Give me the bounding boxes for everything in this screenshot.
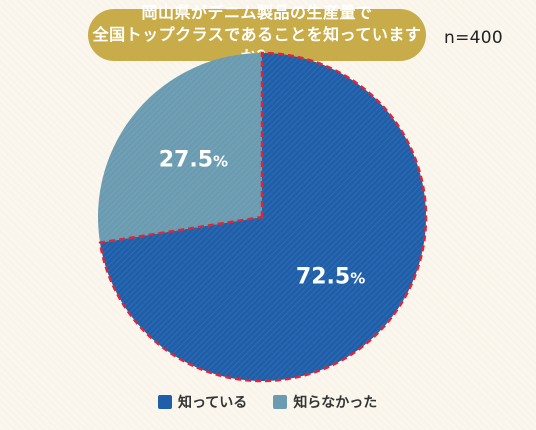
highlight-outline [98, 51, 428, 383]
chart-legend: 知っている 知らなかった [158, 392, 377, 412]
slice-label-unknown: 27.5% [159, 147, 228, 172]
legend-label-unknown: 知らなかった [293, 395, 378, 411]
legend-item-known: 知っている [158, 392, 247, 412]
legend-swatch-known [158, 395, 172, 409]
sample-size-label: n=400 [444, 28, 503, 48]
slice-unknown-texture [98, 52, 262, 243]
slice-label-known: 72.5% [296, 265, 365, 290]
legend-swatch-unknown [273, 395, 288, 409]
legend-label-known: 知っている [178, 395, 248, 411]
legend-item-unknown: 知らなかった [273, 392, 377, 412]
title-line-1: 岡山県がデニム製品の生産量で [141, 3, 373, 22]
